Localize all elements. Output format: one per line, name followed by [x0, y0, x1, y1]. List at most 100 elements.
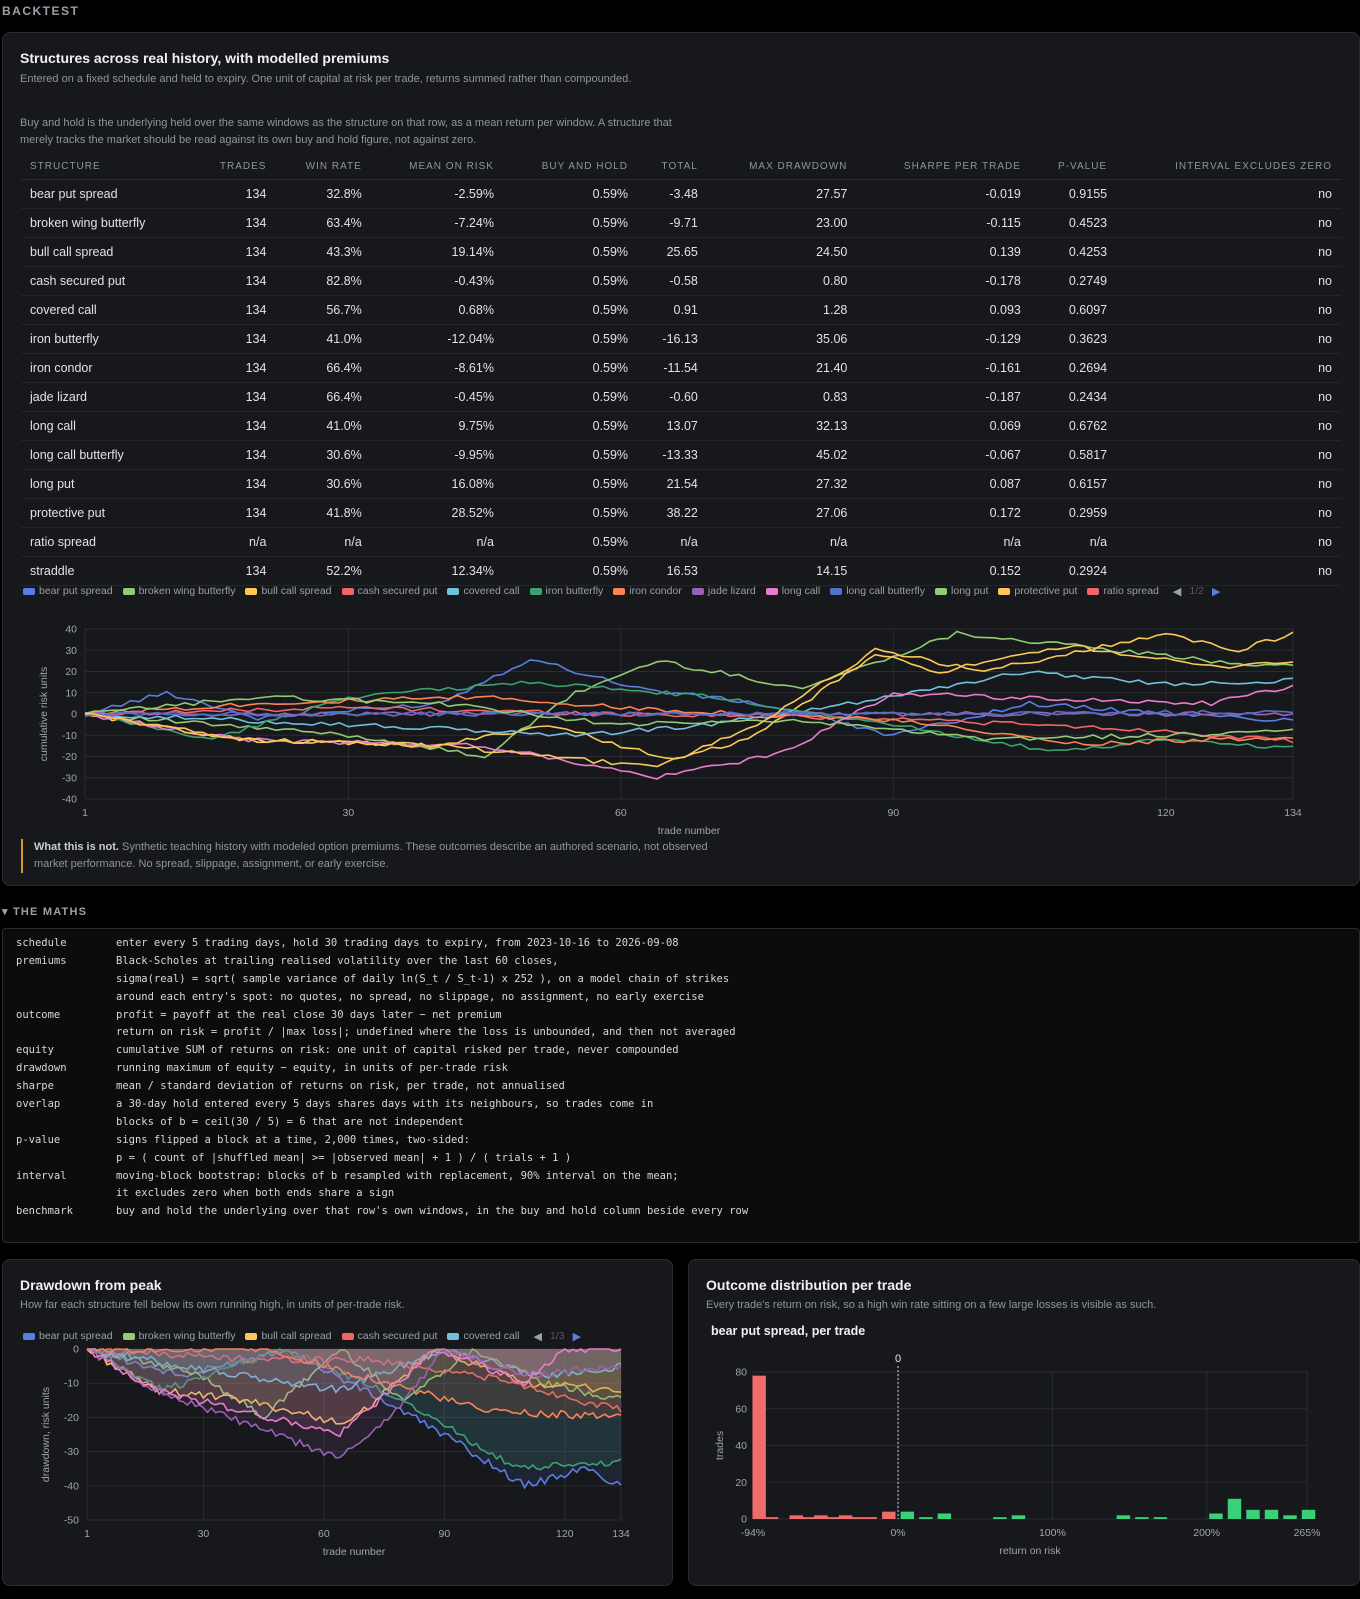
table-cell: 56.7%	[275, 295, 371, 325]
x-axis-label: trade number	[658, 825, 721, 835]
legend-item[interactable]: jade lizard	[691, 585, 756, 597]
maths-row: p-value signs flipped a block at a time, …	[16, 1132, 1346, 1150]
maths-row: overlap a 30-day hold entered every 5 day…	[16, 1096, 1346, 1114]
legend-item[interactable]: long put	[935, 585, 988, 597]
x-tick-label: 90	[438, 1528, 450, 1540]
legend-item[interactable]: long call butterfly	[830, 585, 925, 597]
y-axis-label: cumulative risk units	[38, 667, 50, 762]
column-header[interactable]: STRUCTURE	[21, 155, 193, 180]
legend-item[interactable]: cash secured put	[341, 585, 438, 597]
x-tick-label: 100%	[1039, 1527, 1066, 1539]
histogram-bar	[1135, 1517, 1149, 1519]
table-cell: no	[1116, 179, 1341, 209]
table-cell: 41.0%	[275, 411, 371, 441]
table-cell: 35.06	[706, 324, 857, 354]
table-row: protective put 134 41.8% 28.52% 0.59% 38.22 27…	[21, 498, 1341, 528]
maths-row: benchmark buy and hold the underlying ove…	[16, 1203, 1346, 1221]
maths-value: sigma(real) = sqrt( sample variance of d…	[116, 972, 730, 985]
table-cell: 134	[192, 266, 276, 296]
table-cell: 0.91	[637, 295, 707, 325]
table-cell: 0.5817	[1029, 440, 1117, 470]
table-cell: 41.8%	[275, 498, 371, 528]
callout-bold: What this is not.	[34, 841, 119, 853]
outcome-panel: Outcome distribution per trade Every tra…	[688, 1259, 1360, 1586]
legend-next-icon[interactable]: ▶	[572, 1330, 582, 1343]
legend-item[interactable]: covered call	[447, 1330, 520, 1342]
backtest-desc-2: Buy and hold is the underlying held over…	[20, 117, 672, 146]
table-cell: 134	[192, 411, 276, 441]
legend-item[interactable]: bull call spread	[245, 1330, 332, 1342]
legend-swatch	[765, 587, 778, 595]
table-cell: 0.80	[706, 266, 857, 296]
legend-label: cash secured put	[357, 585, 438, 597]
legend-item[interactable]: iron condor	[613, 585, 682, 597]
table-cell: 134	[192, 440, 276, 470]
legend-item[interactable]: broken wing butterfly	[122, 1330, 235, 1342]
maths-key: interval	[16, 1169, 67, 1182]
legend-item[interactable]: ratio spread	[1087, 585, 1159, 597]
histogram-bar	[1283, 1515, 1297, 1519]
histogram-bar	[1227, 1498, 1242, 1519]
backtest-desc-1: Entered on a fixed schedule and held to …	[20, 73, 632, 85]
section-label-backtest: BACKTEST	[2, 4, 80, 18]
legend-swatch	[935, 587, 948, 595]
table-cell: -0.161	[856, 353, 1030, 383]
column-header[interactable]: SHARPE PER TRADE	[856, 155, 1030, 180]
table-cell: bull call spread	[21, 237, 193, 267]
legend-swatch	[447, 587, 460, 595]
results-table-scroll[interactable]: STRUCTURE TRADES WIN RATE MEAN ON RISK BUY A…	[3, 33, 1360, 611]
table-cell: 134	[192, 237, 276, 267]
legend-item[interactable]: long call	[765, 585, 820, 597]
table-cell: 0.4253	[1029, 237, 1117, 267]
maths-value: enter every 5 trading days, hold 30 trad…	[116, 937, 679, 949]
table-cell: 0.6097	[1029, 295, 1117, 325]
zero-marker-label: 0	[895, 1353, 901, 1365]
legend-item[interactable]: covered call	[447, 585, 520, 597]
results-table: STRUCTURE TRADES WIN RATE MEAN ON RISK BUY A…	[21, 155, 1341, 586]
legend-item[interactable]: bull call spread	[245, 585, 332, 597]
column-header[interactable]: MAX DRAWDOWN	[706, 155, 857, 180]
backtest-panel: Structures across real history, with mod…	[2, 32, 1360, 886]
legend-label: bear put spread	[39, 1330, 113, 1342]
series-area	[87, 1349, 621, 1470]
legend-prev-icon[interactable]: ◀	[1172, 585, 1182, 598]
series-line	[87, 1348, 622, 1420]
legend-item[interactable]: bear put spread	[23, 585, 113, 597]
table-row: broken wing butterfly 134 63.4% -7.24% 0.59%…	[21, 208, 1341, 238]
table-cell: 0.6157	[1029, 469, 1117, 499]
table-cell: 30.6%	[275, 440, 371, 470]
maths-value: running maximum of equity − equity, in u…	[116, 1062, 508, 1075]
table-cell: -0.115	[856, 208, 1030, 238]
column-header[interactable]: MEAN ON RISK	[370, 155, 503, 180]
legend-item[interactable]: iron butterfly	[529, 585, 603, 597]
maths-toggle[interactable]: ▾ THE MATHS	[2, 906, 88, 918]
table-cell: 14.15	[706, 556, 857, 586]
legend-item[interactable]: broken wing butterfly	[122, 585, 235, 597]
legend-item[interactable]: bear put spread	[23, 1330, 113, 1342]
maths-key: equity	[16, 1044, 54, 1057]
legend-item[interactable]: cash secured put	[341, 1330, 437, 1342]
column-header[interactable]: TRADES	[192, 155, 276, 180]
table-cell: 82.8%	[275, 266, 371, 296]
column-header[interactable]: INTERVAL EXCLUDES ZERO	[1116, 155, 1341, 180]
table-cell: no	[1116, 527, 1341, 557]
column-header[interactable]: P-VALUE	[1029, 155, 1117, 180]
table-row: ratio spread n/a n/a n/a 0.59% n/a n/a n/a n/a no	[21, 527, 1341, 557]
table-cell: 1.28	[706, 295, 857, 325]
series-area	[87, 1349, 621, 1419]
legend-swatch	[23, 1332, 35, 1340]
y-tick-label: 60	[735, 1403, 747, 1415]
y-axis-label: drawdown, risk units	[40, 1387, 52, 1482]
column-header[interactable]: TOTAL	[637, 155, 707, 180]
table-cell: no	[1116, 237, 1341, 267]
table-cell: -0.43%	[370, 266, 503, 296]
legend-item[interactable]: protective put	[998, 585, 1077, 597]
legend-prev-icon[interactable]: ◀	[533, 1330, 542, 1343]
legend-next-icon[interactable]: ▶	[1211, 585, 1221, 598]
histogram-bar	[1301, 1509, 1316, 1519]
drawdown-legend: bear put spread broken wing butterfly bull…	[23, 1328, 663, 1344]
table-cell: cash secured put	[21, 266, 193, 296]
column-header[interactable]: BUY AND HOLD	[502, 155, 638, 180]
column-header[interactable]: WIN RATE	[275, 155, 371, 180]
legend-swatch	[691, 587, 704, 595]
